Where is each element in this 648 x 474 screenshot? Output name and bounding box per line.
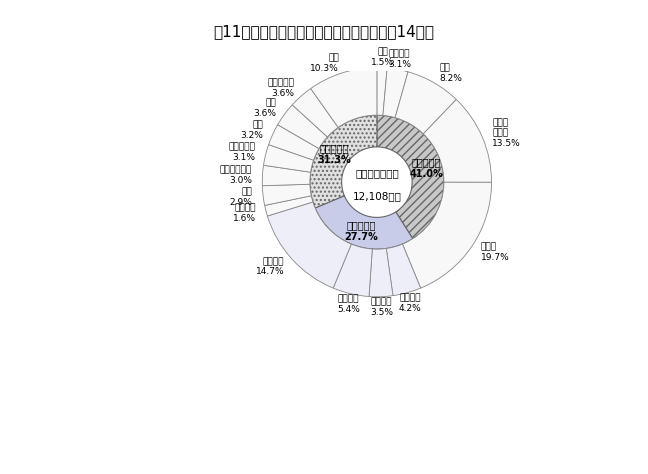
Wedge shape xyxy=(268,125,319,160)
Wedge shape xyxy=(386,244,421,296)
Text: 12,108億円: 12,108億円 xyxy=(353,191,401,201)
Wedge shape xyxy=(310,67,377,128)
Wedge shape xyxy=(292,89,338,137)
Text: 電子部品
14.7%: 電子部品 14.7% xyxy=(256,257,284,276)
Wedge shape xyxy=(402,182,492,288)
Wedge shape xyxy=(395,72,456,134)
Text: プラスチック
3.0%: プラスチック 3.0% xyxy=(220,165,252,184)
Wedge shape xyxy=(264,145,314,172)
Text: 他４業種
3.1%: 他４業種 3.1% xyxy=(388,49,411,69)
Wedge shape xyxy=(333,244,373,297)
Text: ゴム
3.6%: ゴム 3.6% xyxy=(253,99,276,118)
Text: 印刷
1.5%: 印刷 1.5% xyxy=(371,47,394,67)
Text: 木材
3.2%: 木材 3.2% xyxy=(240,120,263,140)
Text: 衣服
8.2%: 衣服 8.2% xyxy=(439,64,462,83)
Wedge shape xyxy=(278,105,327,148)
Wedge shape xyxy=(315,196,413,249)
Wedge shape xyxy=(268,202,351,288)
Wedge shape xyxy=(377,115,444,239)
Text: 基礎素材型
31.3%: 基礎素材型 31.3% xyxy=(318,143,351,164)
Wedge shape xyxy=(423,100,492,182)
Wedge shape xyxy=(377,67,387,115)
Text: 化学
10.3%: 化学 10.3% xyxy=(310,53,339,73)
Text: 製造品出荷額等: 製造品出荷額等 xyxy=(355,168,399,178)
Text: 生活関連型
41.0%: 生活関連型 41.0% xyxy=(409,157,443,179)
Text: 窯業・土石
3.6%: 窯業・土石 3.6% xyxy=(267,79,294,98)
Wedge shape xyxy=(262,165,310,186)
Text: 他３業種
4.2%: 他３業種 4.2% xyxy=(399,293,421,313)
Text: 図11　業種別製造品出荷額等構成比（平成14年）: 図11 業種別製造品出荷額等構成比（平成14年） xyxy=(213,24,435,39)
Text: 金属
2.9%: 金属 2.9% xyxy=(229,187,253,207)
Text: パルプ・紙
3.1%: パルプ・紙 3.1% xyxy=(229,143,255,162)
Text: 加工組立型
27.7%: 加工組立型 27.7% xyxy=(345,220,378,242)
Wedge shape xyxy=(262,184,311,205)
Wedge shape xyxy=(383,68,408,118)
Wedge shape xyxy=(264,196,313,216)
Wedge shape xyxy=(310,115,377,208)
Text: 一般機械
3.5%: 一般機械 3.5% xyxy=(370,298,393,317)
Text: 食料品
19.7%: 食料品 19.7% xyxy=(481,242,510,262)
Text: 他３業種
1.6%: 他３業種 1.6% xyxy=(233,204,256,223)
Text: 飲料・
たばこ
13.5%: 飲料・ たばこ 13.5% xyxy=(492,118,521,148)
Text: 電気機械
5.4%: 電気機械 5.4% xyxy=(337,294,360,314)
Wedge shape xyxy=(369,248,393,297)
